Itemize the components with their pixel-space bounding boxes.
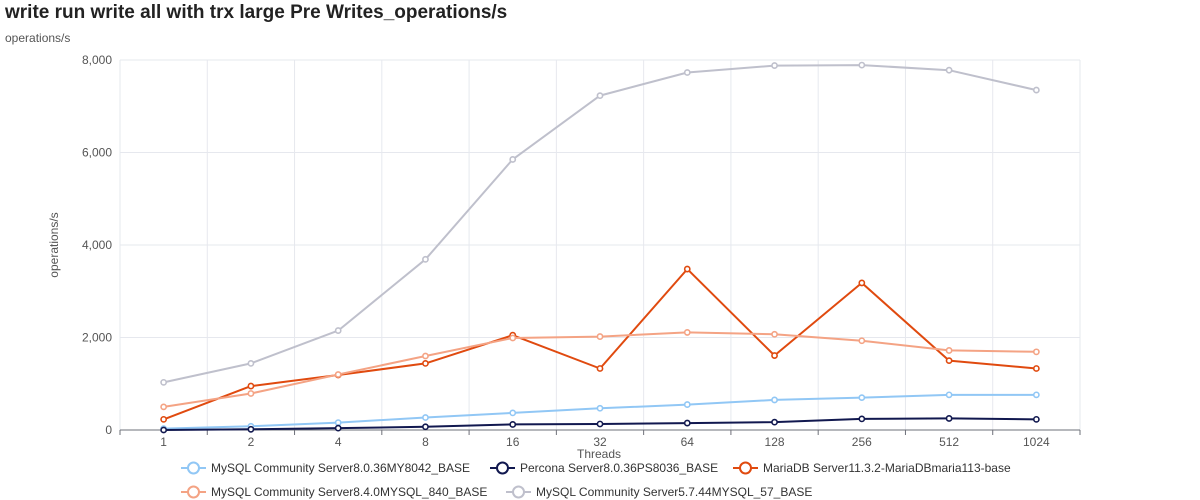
data-point bbox=[247, 382, 255, 390]
legend-marker bbox=[187, 485, 200, 499]
data-point bbox=[509, 409, 517, 417]
data-point bbox=[683, 265, 691, 273]
x-axis-title: Threads bbox=[577, 447, 621, 461]
data-point bbox=[1032, 348, 1040, 356]
legend-item: MariaDB Server11.3.2-MariaDBmaria113-bas… bbox=[733, 461, 1011, 475]
data-point bbox=[858, 279, 866, 287]
data-point bbox=[422, 352, 429, 360]
data-point bbox=[945, 415, 953, 422]
legend-item: MySQL Community Server8.4.0MYSQL_840_BAS… bbox=[181, 485, 487, 499]
data-point bbox=[509, 334, 517, 342]
x-tick-label: 512 bbox=[939, 435, 959, 449]
data-point bbox=[596, 420, 604, 428]
y-tick-label: 4,000 bbox=[82, 238, 112, 252]
x-tick-label: 128 bbox=[765, 435, 785, 449]
data-point bbox=[683, 401, 691, 408]
chart-subtitle: operations/s bbox=[5, 31, 71, 45]
data-point bbox=[771, 396, 778, 404]
data-point bbox=[160, 415, 168, 423]
series-layer bbox=[160, 61, 1040, 434]
axes: 0 2,000 4,000 6,000 8,000 1 2 4 8 16 32 64 128 256 512… bbox=[47, 53, 1081, 461]
data-point bbox=[1032, 365, 1040, 372]
legend-marker bbox=[496, 461, 509, 475]
data-point bbox=[247, 425, 255, 433]
x-tick-label: 2 bbox=[248, 435, 255, 449]
data-point bbox=[422, 359, 429, 367]
data-point bbox=[945, 66, 953, 74]
data-point bbox=[945, 357, 953, 365]
chart-title: write run write all with trx large Pre W… bbox=[5, 2, 508, 23]
y-tick-label: 2,000 bbox=[82, 331, 112, 345]
x-tick-label: 32 bbox=[593, 435, 607, 449]
data-point bbox=[596, 92, 604, 100]
data-point bbox=[858, 394, 866, 402]
data-point bbox=[771, 330, 778, 338]
data-point bbox=[160, 426, 168, 434]
data-point bbox=[422, 423, 429, 431]
legend-marker bbox=[739, 461, 752, 475]
data-point bbox=[1032, 391, 1040, 399]
x-tick-label: 1024 bbox=[1023, 435, 1050, 449]
legend-item: MySQL Community Server8.0.36MY8042_BASE bbox=[181, 461, 470, 475]
data-point bbox=[247, 390, 255, 397]
data-point bbox=[247, 359, 255, 367]
data-point bbox=[858, 61, 866, 69]
data-point bbox=[160, 378, 168, 386]
y-tick-label: 6,000 bbox=[82, 146, 112, 160]
legend-label: MySQL Community Server8.0.36MY8042_BASE bbox=[211, 461, 470, 475]
data-point bbox=[509, 421, 517, 428]
data-point bbox=[596, 404, 604, 412]
data-point bbox=[683, 329, 691, 336]
y-axis-title: operations/s bbox=[47, 212, 61, 277]
data-point bbox=[596, 333, 604, 340]
data-point bbox=[334, 327, 342, 334]
legend-label: MySQL Community Server5.7.44MYSQL_57_BAS… bbox=[536, 485, 812, 499]
legend-marker bbox=[512, 485, 525, 499]
x-tick-label: 64 bbox=[681, 435, 695, 449]
data-point bbox=[683, 69, 691, 76]
legend-label: MySQL Community Server8.4.0MYSQL_840_BAS… bbox=[211, 485, 487, 499]
data-point bbox=[771, 418, 778, 426]
data-point bbox=[1032, 415, 1040, 423]
data-point bbox=[422, 414, 429, 421]
data-point bbox=[334, 419, 342, 426]
legend: MySQL Community Server8.0.36MY8042_BASE P… bbox=[181, 461, 1011, 499]
data-point bbox=[945, 347, 953, 354]
data-point bbox=[160, 403, 168, 411]
x-tick-label: 8 bbox=[422, 435, 429, 449]
data-point bbox=[422, 255, 429, 263]
y-tick-label: 0 bbox=[105, 423, 112, 437]
data-point bbox=[683, 419, 691, 427]
data-point bbox=[771, 352, 778, 359]
legend-item: MySQL Community Server5.7.44MYSQL_57_BAS… bbox=[506, 485, 812, 499]
x-tick-label: 1 bbox=[160, 435, 167, 449]
legend-marker bbox=[187, 461, 200, 475]
data-point bbox=[858, 415, 866, 423]
y-tick-label: 8,000 bbox=[82, 53, 112, 67]
data-point bbox=[858, 337, 866, 345]
x-tick-label: 16 bbox=[506, 435, 520, 449]
data-point bbox=[945, 391, 953, 399]
grid bbox=[119, 59, 1081, 430]
data-point bbox=[771, 62, 778, 69]
legend-label: MariaDB Server11.3.2-MariaDBmaria113-bas… bbox=[763, 461, 1011, 475]
x-tick-label: 4 bbox=[335, 435, 342, 449]
data-point bbox=[334, 371, 342, 378]
data-point bbox=[1032, 86, 1040, 94]
data-point bbox=[509, 156, 517, 163]
legend-label: Percona Server8.0.36PS8036_BASE bbox=[520, 461, 718, 475]
data-point bbox=[334, 424, 342, 432]
data-point bbox=[596, 365, 604, 372]
legend-item: Percona Server8.0.36PS8036_BASE bbox=[490, 461, 718, 475]
x-tick-label: 256 bbox=[852, 435, 872, 449]
